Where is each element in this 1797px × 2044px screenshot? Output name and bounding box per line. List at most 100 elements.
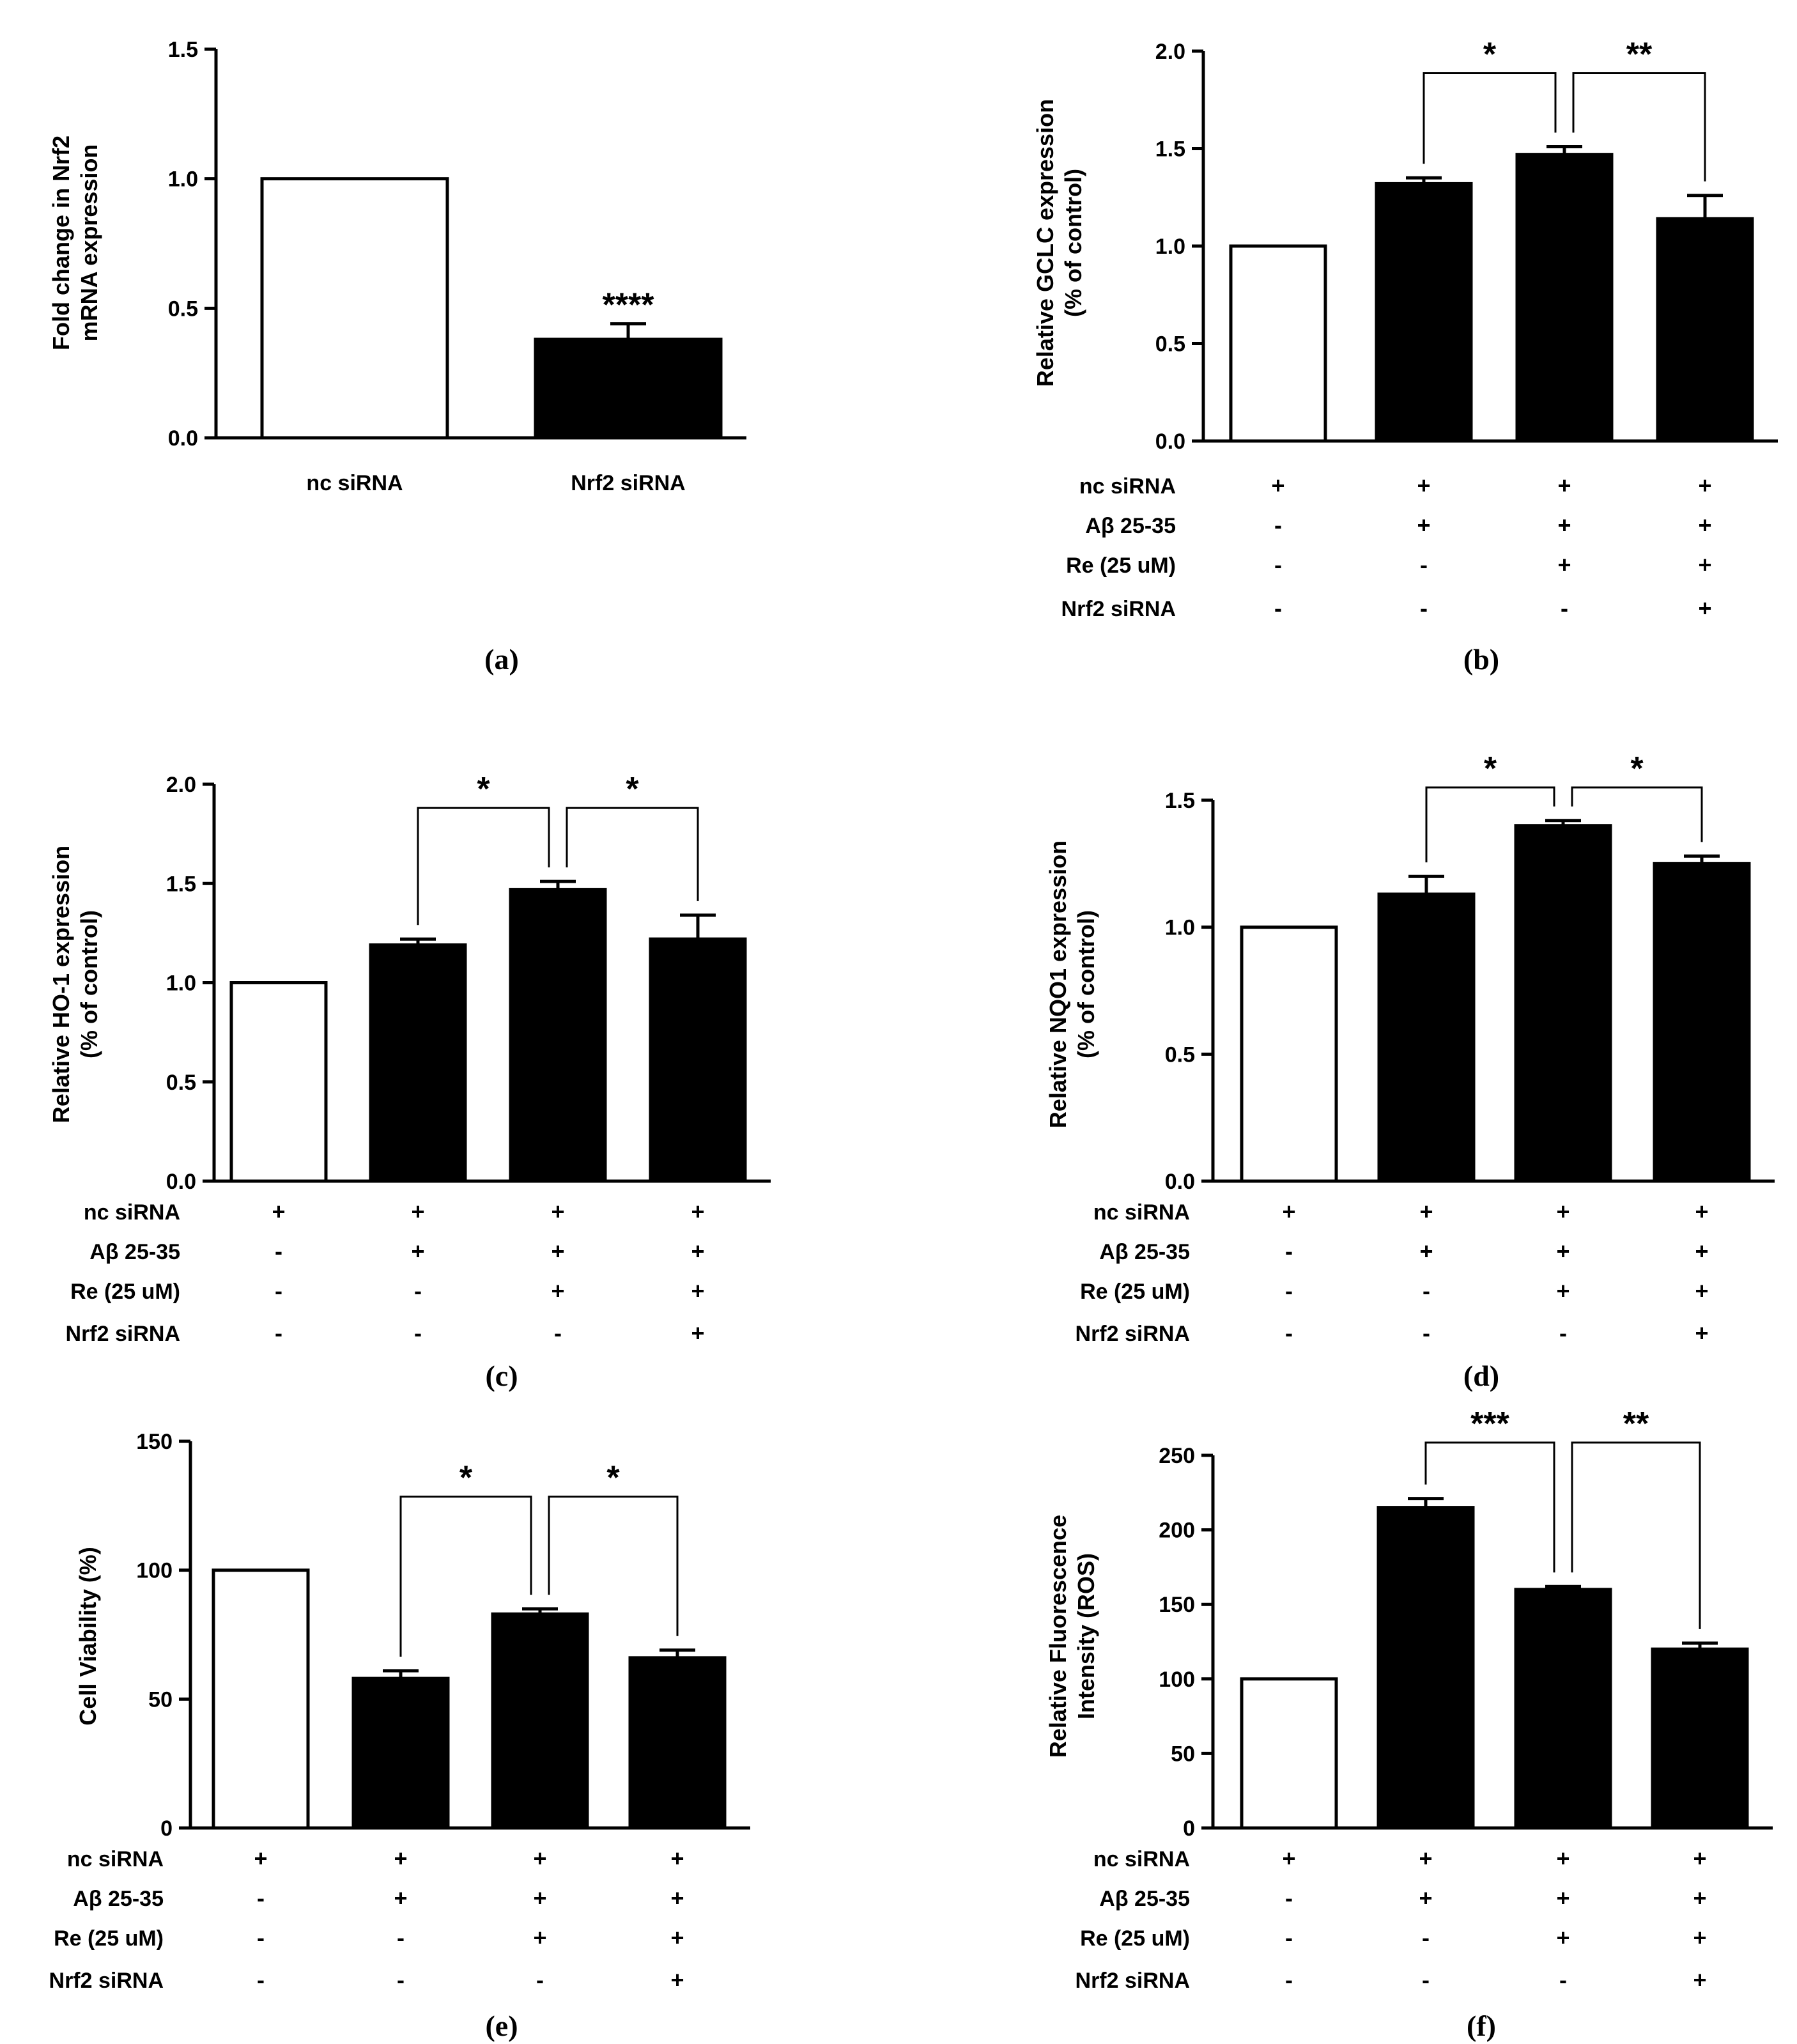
- condition-symbol: +: [1419, 1845, 1432, 1871]
- y-axis-title: Relative NQO1 expression: [1045, 840, 1071, 1128]
- significance-label: *: [477, 771, 490, 808]
- y-tick-label: 1.0: [1155, 235, 1185, 259]
- y-axis-title: Cell Viability (%): [75, 1547, 101, 1725]
- significance-bracket: [548, 1496, 679, 1636]
- bar: [534, 337, 723, 440]
- y-tick-label: 0.0: [166, 1170, 196, 1194]
- condition-row-label: Aβ 25-35: [89, 1240, 180, 1264]
- condition-symbol: +: [1693, 1885, 1706, 1911]
- condition-symbol: -: [397, 1924, 405, 1951]
- y-tick-label: 0: [160, 1816, 173, 1841]
- y-tick-label: 0.5: [1165, 1042, 1195, 1067]
- y-axis-title: Relative HO-1 expression: [48, 846, 74, 1123]
- condition-symbol: -: [414, 1278, 422, 1304]
- condition-symbol: +: [254, 1845, 267, 1871]
- y-tick-label: 2.0: [1155, 40, 1185, 64]
- y-tick-label: 50: [148, 1687, 173, 1712]
- condition-symbol: +: [1282, 1845, 1295, 1871]
- condition-symbol: +: [394, 1885, 407, 1911]
- condition-symbol: +: [394, 1845, 407, 1871]
- bar: [509, 888, 607, 1183]
- condition-symbol: -: [257, 1924, 265, 1951]
- condition-symbol: -: [1420, 595, 1428, 621]
- condition-row-label: Nrf2 siRNA: [1061, 597, 1176, 621]
- panel-caption: (d): [1463, 1359, 1499, 1392]
- condition-symbol: +: [691, 1238, 704, 1264]
- condition-symbol: -: [1274, 552, 1282, 578]
- bar: [1653, 862, 1751, 1183]
- bar: [1377, 892, 1476, 1183]
- y-tick-label: 0.5: [1155, 332, 1185, 357]
- condition-symbol: +: [551, 1238, 564, 1264]
- y-tick-label: 0.0: [1165, 1170, 1195, 1194]
- condition-row-label: Aβ 25-35: [1099, 1240, 1190, 1264]
- condition-symbol: +: [1556, 1885, 1569, 1911]
- significance-label: **: [1626, 36, 1653, 73]
- y-tick-label: 0.0: [168, 426, 198, 451]
- bar: [1514, 1588, 1612, 1830]
- significance-bracket: [566, 807, 699, 901]
- condition-symbol: -: [1285, 1238, 1293, 1264]
- y-tick-label: 100: [1159, 1668, 1195, 1692]
- y-tick-label: 0.5: [166, 1071, 196, 1095]
- condition-symbol: -: [275, 1320, 282, 1346]
- condition-symbol: -: [1274, 512, 1282, 538]
- significance-label: *: [1483, 36, 1497, 73]
- condition-symbol: +: [691, 1320, 704, 1346]
- panel-f: 0 50 100 150 200 250 Relative Fluorescence Inte…: [1045, 1405, 1773, 2042]
- bar: [1514, 824, 1612, 1183]
- condition-symbol: -: [1420, 552, 1428, 578]
- condition-row-label: Nrf2 siRNA: [1076, 1322, 1190, 1346]
- condition-symbol: +: [533, 1924, 546, 1951]
- condition-symbol: +: [411, 1238, 424, 1264]
- condition-symbol: +: [533, 1885, 546, 1911]
- condition-symbol: -: [257, 1885, 265, 1911]
- condition-symbol: +: [1556, 1198, 1569, 1225]
- condition-symbol: +: [1557, 472, 1571, 499]
- panel-caption: (e): [485, 2009, 518, 2042]
- y-tick-label: 0: [1183, 1816, 1195, 1841]
- condition-row-label: nc siRNA: [1079, 474, 1176, 499]
- y-tick-label: 150: [1159, 1593, 1195, 1617]
- panel-e: 0 50 100 150 Cell Viability (%) * * nc siRNA + + +…: [49, 1430, 750, 2042]
- condition-symbol: +: [533, 1845, 546, 1871]
- x-category-label: Nrf2 siRNA: [571, 471, 685, 495]
- y-tick-label: 50: [1171, 1742, 1195, 1766]
- significance-label: *: [459, 1460, 473, 1497]
- significance-bracket: [1425, 786, 1555, 863]
- condition-symbol: -: [1423, 1320, 1430, 1346]
- condition-symbol: +: [670, 1885, 684, 1911]
- condition-row-label: Aβ 25-35: [73, 1887, 164, 1911]
- condition-symbol: -: [275, 1278, 282, 1304]
- condition-symbol: +: [1556, 1924, 1569, 1951]
- y-axis-title: Intensity (ROS): [1073, 1553, 1099, 1719]
- condition-symbol: +: [1695, 1238, 1708, 1264]
- bar: [1240, 925, 1338, 1183]
- condition-row-label: Re (25 uM): [70, 1280, 180, 1304]
- bar: [212, 1568, 310, 1830]
- condition-symbol: -: [397, 1967, 405, 1993]
- condition-symbol: +: [670, 1967, 684, 1993]
- significance-bracket: [1572, 72, 1706, 182]
- significance-bracket: [399, 1496, 532, 1657]
- y-tick-label: 1.5: [166, 872, 196, 896]
- condition-symbol: +: [1698, 512, 1711, 538]
- condition-symbol: -: [1422, 1967, 1430, 1993]
- condition-row-label: Nrf2 siRNA: [66, 1322, 180, 1346]
- bar: [229, 981, 328, 1183]
- condition-symbol: +: [1271, 472, 1284, 499]
- condition-symbol: +: [1557, 512, 1571, 538]
- bar: [649, 937, 747, 1183]
- condition-symbol: -: [1559, 1320, 1567, 1346]
- significance-label: *: [1484, 750, 1497, 787]
- bar: [1656, 217, 1754, 443]
- bar: [1240, 1677, 1338, 1830]
- panel-caption: (f): [1467, 2009, 1496, 2042]
- bar: [1229, 244, 1327, 443]
- condition-symbol: +: [411, 1198, 424, 1225]
- condition-symbol: -: [554, 1320, 562, 1346]
- condition-symbol: +: [1417, 472, 1430, 499]
- condition-symbol: +: [1695, 1320, 1708, 1346]
- condition-symbol: +: [1282, 1198, 1295, 1225]
